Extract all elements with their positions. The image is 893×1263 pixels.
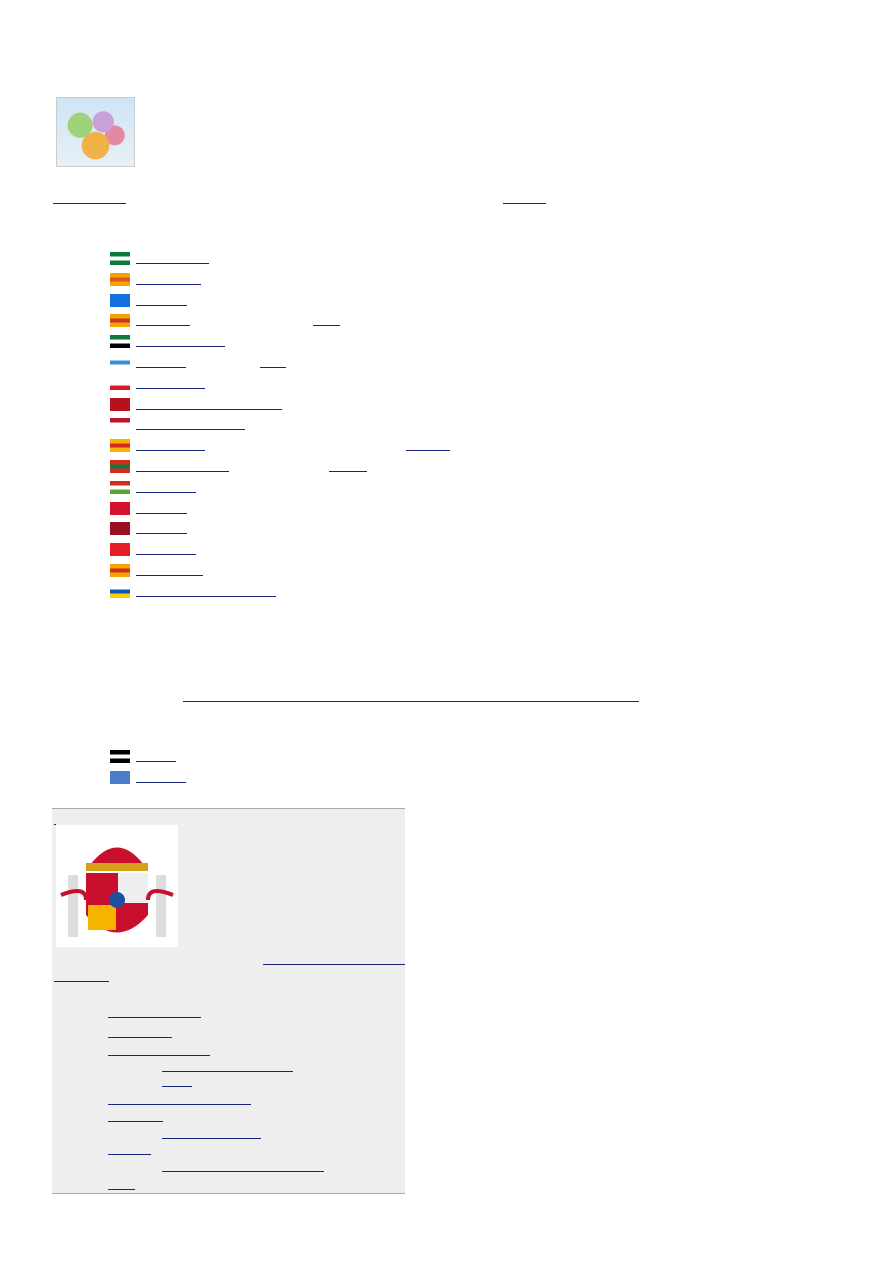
melilla-flag-icon[interactable] [110,771,130,784]
link[interactable] [136,761,176,762]
link[interactable] [136,429,245,430]
link[interactable] [136,533,187,534]
link[interactable] [136,388,205,389]
link[interactable] [136,575,203,576]
spain-map-image[interactable] [56,97,135,167]
link[interactable] [136,471,229,472]
coat-of-arms-icon [60,847,174,937]
link[interactable] [136,367,186,368]
galicia-flag-icon[interactable] [110,356,130,369]
andalucia-flag-icon[interactable] [110,252,130,265]
link[interactable] [136,450,205,451]
castilla-la-mancha-flag-icon[interactable] [110,418,130,431]
link[interactable] [54,981,109,982]
pais-vasco-flag-icon[interactable] [110,460,130,473]
link[interactable] [406,450,450,451]
link[interactable] [329,471,367,472]
link[interactable] [183,701,639,702]
cataluna-flag-icon[interactable] [110,439,130,452]
link[interactable] [136,263,209,264]
link[interactable] [162,1086,192,1087]
link[interactable] [136,782,186,783]
la-rioja-flag-icon[interactable] [110,481,130,494]
castilla-leon-flag-icon[interactable] [110,398,130,411]
asturias-flag-icon[interactable] [110,294,130,307]
link[interactable] [108,1104,251,1105]
link[interactable] [136,284,201,285]
canarias-flag-icon[interactable] [110,585,130,598]
link[interactable] [260,367,286,368]
link[interactable] [108,1017,201,1018]
ceuta-flag-icon[interactable] [110,750,130,763]
link[interactable] [108,1055,210,1056]
link[interactable] [108,1037,172,1038]
madrid-flag-icon[interactable] [110,502,130,515]
valencia-flag-icon[interactable] [110,564,130,577]
coat-of-arms-image[interactable] [56,825,178,947]
link[interactable] [136,596,276,597]
link[interactable] [108,1189,135,1190]
link[interactable] [54,824,56,825]
link[interactable] [503,203,546,204]
link[interactable] [136,346,225,347]
link[interactable] [136,492,196,493]
link[interactable] [136,409,282,410]
link[interactable] [136,513,187,514]
link[interactable] [162,1171,324,1172]
link[interactable] [108,1154,151,1155]
link[interactable] [313,325,340,326]
link[interactable] [108,1121,163,1122]
link[interactable] [53,203,126,204]
link[interactable] [136,325,190,326]
murcia-flag-icon[interactable] [110,522,130,535]
link[interactable] [136,305,187,306]
cantabria-flag-icon[interactable] [110,377,130,390]
link[interactable] [263,964,405,965]
navarra-flag-icon[interactable] [110,543,130,556]
aragon-flag-icon[interactable] [110,273,130,286]
extremadura-flag-icon[interactable] [110,335,130,348]
link[interactable] [162,1071,293,1072]
link[interactable] [162,1138,261,1139]
link[interactable] [136,554,196,555]
baleares-flag-icon[interactable] [110,314,130,327]
